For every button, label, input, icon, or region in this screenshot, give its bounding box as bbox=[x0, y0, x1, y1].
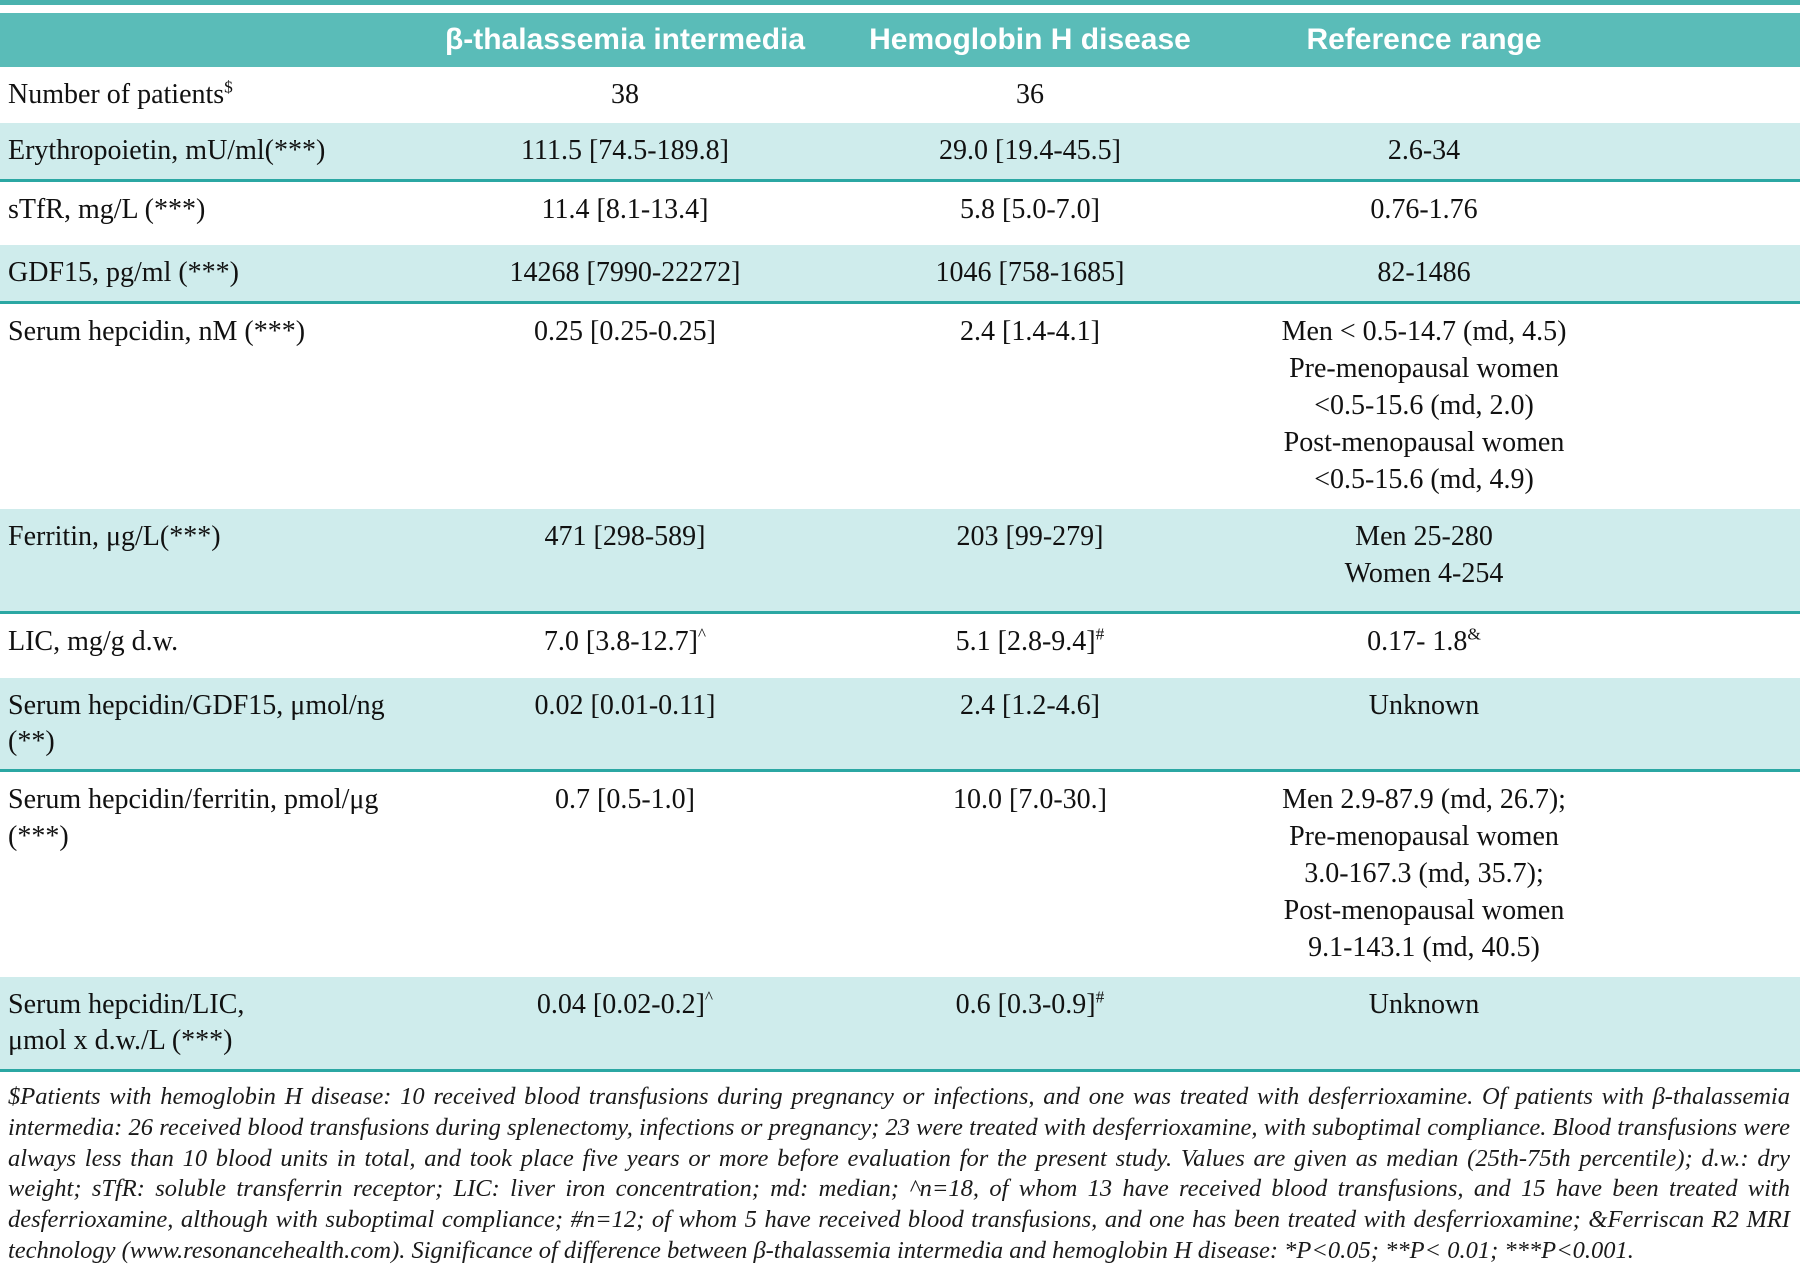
cell-reference: 0.76-1.76 bbox=[1240, 180, 1800, 246]
row-label: Serum hepcidin, nM (***) bbox=[0, 302, 430, 510]
cell-beta-thal: 111.5 [74.5-189.8] bbox=[430, 122, 820, 182]
row-label: Number of patients$ bbox=[0, 67, 430, 123]
table-row-serum-hepcidin: Serum hepcidin, nM (***) 0.25 [0.25-0.25… bbox=[0, 302, 1800, 510]
top-rule-divider bbox=[0, 0, 1800, 5]
cell-hbh: 5.8 [5.0-7.0] bbox=[820, 180, 1240, 246]
row-label: LIC, mg/g d.w. bbox=[0, 612, 430, 678]
cell-beta-thal: 11.4 [8.1-13.4] bbox=[430, 180, 820, 246]
table-row-lic: LIC, mg/g d.w. 7.0 [3.8-12.7]^ 5.1 [2.8-… bbox=[0, 612, 1800, 678]
footnote-marker: ^ bbox=[704, 987, 714, 1007]
cell-reference bbox=[1240, 67, 1800, 123]
table-row-stfr: sTfR, mg/L (***) 11.4 [8.1-13.4] 5.8 [5.… bbox=[0, 180, 1800, 246]
header-beta-thalassemia: β-thalassemia intermedia bbox=[430, 13, 820, 67]
row-label: Serum hepcidin/ferritin, pmol/μg (***) bbox=[0, 770, 430, 978]
cell-hbh: 2.4 [1.2-4.6] bbox=[820, 677, 1240, 773]
cell-hbh: 5.1 [2.8-9.4]# bbox=[820, 612, 1240, 678]
cell-reference: Men < 0.5-14.7 (md, 4.5) Pre-menopausal … bbox=[1240, 302, 1800, 510]
footnote-marker: # bbox=[1095, 624, 1105, 644]
header-reference-range: Reference range bbox=[1240, 13, 1800, 67]
cell-beta-thal: 0.04 [0.02-0.2]^ bbox=[430, 977, 820, 1072]
row-label: Serum hepcidin/LIC, μmol x d.w./L (***) bbox=[0, 977, 430, 1072]
table-row-gdf15: GDF15, pg/ml (***) 14268 [7990-22272] 10… bbox=[0, 245, 1800, 305]
row-label: Erythropoietin, mU/ml(***) bbox=[0, 122, 430, 182]
cell-reference: 0.17- 1.8& bbox=[1240, 612, 1800, 678]
cell-reference: Unknown bbox=[1240, 677, 1800, 773]
cell-hbh: 203 [99-279] bbox=[820, 509, 1240, 614]
table-row-hepcidin-gdf15: Serum hepcidin/GDF15, μmol/ng (**) 0.02 … bbox=[0, 677, 1800, 773]
footnote-marker: ^ bbox=[697, 624, 707, 644]
cell-reference: 82-1486 bbox=[1240, 245, 1800, 305]
cell-beta-thal: 14268 [7990-22272] bbox=[430, 245, 820, 305]
table-row-hepcidin-lic: Serum hepcidin/LIC, μmol x d.w./L (***) … bbox=[0, 977, 1800, 1072]
cell-hbh: 10.0 [7.0-30.] bbox=[820, 770, 1240, 978]
cell-hbh: 0.6 [0.3-0.9]# bbox=[820, 977, 1240, 1072]
row-label: Serum hepcidin/GDF15, μmol/ng (**) bbox=[0, 677, 430, 773]
cell-beta-thal: 38 bbox=[430, 67, 820, 123]
cell-beta-thal: 471 [298-589] bbox=[430, 509, 820, 614]
comparison-table: β-thalassemia intermedia Hemoglobin H di… bbox=[0, 13, 1800, 1072]
cell-hbh: 36 bbox=[820, 67, 1240, 123]
footnote-marker: # bbox=[1095, 987, 1105, 1007]
cell-reference: Men 25-280 Women 4-254 bbox=[1240, 509, 1800, 614]
header-hemoglobin-h: Hemoglobin H disease bbox=[820, 13, 1240, 67]
row-label: Ferritin, μg/L(***) bbox=[0, 509, 430, 614]
cell-beta-thal: 0.7 [0.5-1.0] bbox=[430, 770, 820, 978]
header-empty bbox=[0, 13, 430, 67]
footnote-marker: & bbox=[1467, 624, 1481, 644]
table-row-ferritin: Ferritin, μg/L(***) 471 [298-589] 203 [9… bbox=[0, 509, 1800, 614]
cell-hbh: 1046 [758-1685] bbox=[820, 245, 1240, 305]
cell-beta-thal: 7.0 [3.8-12.7]^ bbox=[430, 612, 820, 678]
cell-reference: 2.6-34 bbox=[1240, 122, 1800, 182]
row-label: GDF15, pg/ml (***) bbox=[0, 245, 430, 305]
cell-reference: Men 2.9-87.9 (md, 26.7); Pre-menopausal … bbox=[1240, 770, 1800, 978]
cell-hbh: 2.4 [1.4-4.1] bbox=[820, 302, 1240, 510]
row-label: sTfR, mg/L (***) bbox=[0, 180, 430, 246]
cell-reference: Unknown bbox=[1240, 977, 1800, 1072]
table-footnote: $Patients with hemoglobin H disease: 10 … bbox=[8, 1082, 1790, 1265]
table-row-number-of-patients: Number of patients$ 38 36 bbox=[0, 67, 1800, 123]
cell-hbh: 29.0 [19.4-45.5] bbox=[820, 122, 1240, 182]
table-row-hepcidin-ferritin: Serum hepcidin/ferritin, pmol/μg (***) 0… bbox=[0, 770, 1800, 978]
footnote-marker: $ bbox=[224, 77, 233, 97]
cell-beta-thal: 0.02 [0.01-0.11] bbox=[430, 677, 820, 773]
header-row: β-thalassemia intermedia Hemoglobin H di… bbox=[0, 13, 1800, 67]
table-row-erythropoietin: Erythropoietin, mU/ml(***) 111.5 [74.5-1… bbox=[0, 122, 1800, 182]
cell-beta-thal: 0.25 [0.25-0.25] bbox=[430, 302, 820, 510]
